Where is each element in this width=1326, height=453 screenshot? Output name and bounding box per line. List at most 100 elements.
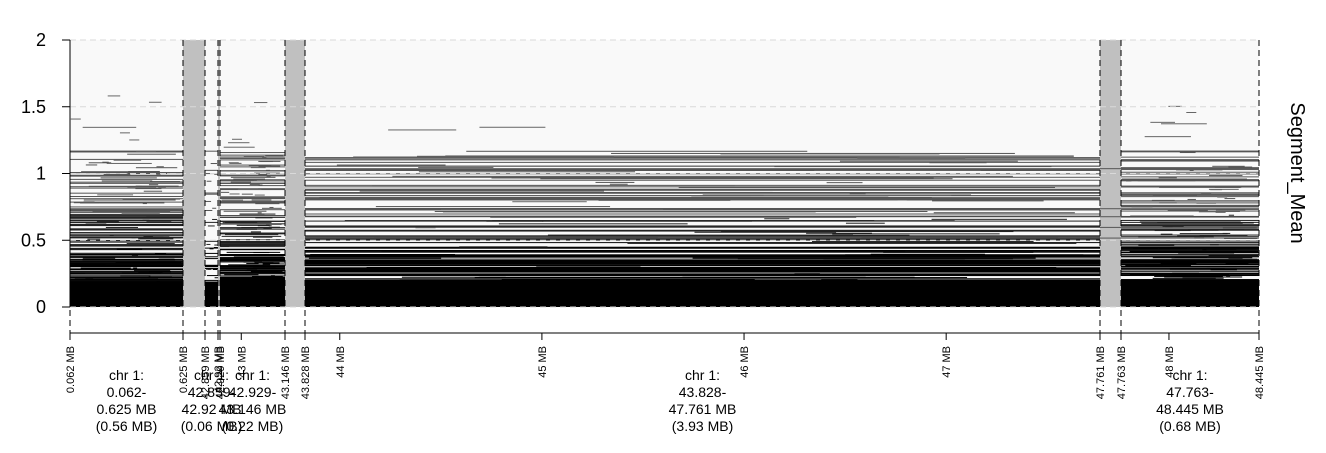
segment-line <box>230 176 276 178</box>
segment-line <box>262 156 267 158</box>
segment-line <box>1121 267 1259 269</box>
segment-line <box>100 177 157 179</box>
segment-line <box>205 209 213 211</box>
segment-line <box>806 232 872 234</box>
segment-line <box>220 277 285 279</box>
segment-line <box>1188 229 1219 231</box>
segment-line <box>205 258 218 260</box>
segment-line <box>305 264 1100 266</box>
segment-line <box>70 241 183 243</box>
segment-line <box>1219 210 1240 212</box>
segment-line <box>261 207 282 209</box>
region-label-line: chr 1: <box>109 367 144 383</box>
segment-line <box>101 229 135 231</box>
region-label-line: 43.146 MB <box>219 401 287 417</box>
segment-line <box>440 208 663 210</box>
segment-line <box>220 239 285 241</box>
segment-line <box>932 200 1044 202</box>
segment-line <box>1125 265 1163 267</box>
segment-line <box>305 259 1100 261</box>
segment-line <box>353 156 614 158</box>
segment-line <box>252 276 283 278</box>
segment-line <box>251 199 272 201</box>
segment-line <box>70 192 183 194</box>
segment-line <box>70 232 183 234</box>
segment-line <box>1121 272 1259 274</box>
segment-line <box>148 101 162 103</box>
segment-line <box>305 273 1100 275</box>
segment-line <box>220 255 285 257</box>
segment-line <box>229 162 242 164</box>
segment-line <box>498 223 688 225</box>
segment-line <box>70 182 183 184</box>
segment-line <box>81 171 134 173</box>
segment-line <box>1121 219 1259 221</box>
segment-line <box>119 132 130 134</box>
segment-line <box>70 254 183 256</box>
segment-line <box>262 263 285 265</box>
segment-line <box>1121 179 1259 181</box>
segment-line <box>305 254 1100 256</box>
segment-line <box>103 173 131 175</box>
segment-line <box>220 273 285 275</box>
segment-line <box>70 247 183 249</box>
segment-line <box>258 184 263 186</box>
region-label-line: 43.828- <box>679 384 727 400</box>
segment-line <box>70 150 183 152</box>
segment-line <box>305 196 1100 198</box>
segment-band <box>205 282 218 307</box>
segment-line <box>581 156 900 158</box>
segment-line <box>305 158 1100 160</box>
segment-line <box>1121 243 1259 245</box>
segment-line <box>1121 228 1259 230</box>
segment-line <box>305 282 1100 284</box>
x-tick-label: 42.92 MB <box>213 346 225 393</box>
segment-line <box>148 184 159 186</box>
segment-line <box>220 166 285 168</box>
segment-line <box>1144 136 1191 138</box>
segment-line <box>236 179 257 181</box>
segment-line <box>305 260 1100 262</box>
segment-band <box>1121 282 1259 307</box>
segment-line <box>1144 265 1191 267</box>
x-tick-label: 43.828 MB <box>300 346 312 399</box>
segment-line <box>627 242 1077 244</box>
segment-line <box>142 203 147 205</box>
segment-line <box>70 201 183 203</box>
segment-line <box>205 281 218 283</box>
segment-line <box>97 194 134 196</box>
grid-lines <box>70 39 1259 308</box>
y-axis: 0 0.5 1 1.5 2 <box>21 30 71 317</box>
segment-line <box>207 225 215 227</box>
segment-line <box>1215 209 1246 211</box>
segment-line <box>269 206 274 208</box>
region-label-line: (0.56 MB) <box>96 418 157 434</box>
segment-line <box>305 238 1100 240</box>
segment-line <box>70 279 183 281</box>
segment-line <box>305 189 1100 191</box>
segment-line <box>70 223 183 225</box>
segment-line <box>1160 233 1173 235</box>
segment-line <box>115 261 153 263</box>
segment-line <box>305 239 1100 241</box>
segment-line <box>220 278 285 280</box>
segment-line <box>1121 268 1259 270</box>
segment-line <box>305 197 1100 199</box>
segment-line <box>305 213 1100 215</box>
segment-line <box>1121 248 1259 250</box>
segment-line <box>220 280 285 282</box>
segment-line <box>1210 189 1222 191</box>
segment-line <box>305 269 1100 271</box>
segment-line <box>243 261 274 263</box>
segment-line <box>1121 179 1259 181</box>
segment-line <box>1121 205 1259 207</box>
segment-line <box>678 186 1056 188</box>
region-label-line: chr 1: <box>685 367 720 383</box>
segment-line <box>305 254 1100 256</box>
x-tick-label: 48.445 MB <box>1254 346 1266 399</box>
x-tick-label: 47.763 MB <box>1116 346 1128 399</box>
segment-line <box>250 231 261 233</box>
segment-line <box>1121 159 1259 161</box>
segment-line <box>305 230 1100 232</box>
segment-line <box>70 268 183 270</box>
